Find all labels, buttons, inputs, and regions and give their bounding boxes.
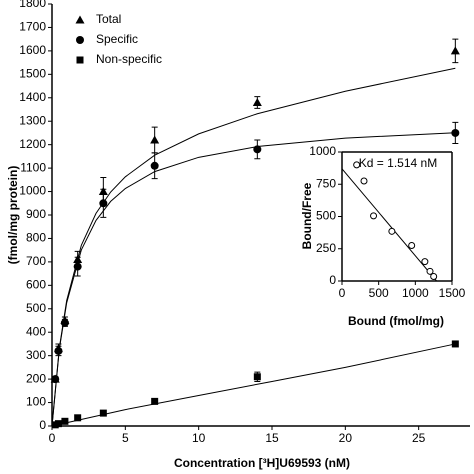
data-point [54,346,63,355]
legend-marker [76,36,84,44]
inset-y-axis-label: Bound/Free [300,182,314,249]
legend-label: Specific [96,32,138,46]
y-tick-label: 500 [316,209,336,223]
data-point [99,409,107,417]
y-tick-label: 250 [316,241,336,255]
y-tick-label: 1500 [19,67,46,81]
x-tick-label: 5 [122,431,129,445]
y-tick-label: 0 [329,273,336,287]
y-tick-label: 0 [39,418,46,432]
legend-marker [75,15,85,24]
data-point [451,128,460,137]
x-tick-label: 20 [339,431,353,445]
data-point [150,135,160,144]
y-tick-label: 1400 [19,90,46,104]
x-tick-label: 0 [49,431,56,445]
y-tick-label: 1300 [19,113,46,127]
y-tick-label: 100 [26,395,46,409]
y-tick-label: 1800 [19,0,46,10]
data-point [54,420,62,428]
y-tick-label: 1600 [19,43,46,57]
y-tick-label: 600 [26,278,46,292]
data-point [99,199,108,208]
x-tick-label: 1500 [439,286,466,300]
data-point [408,242,416,250]
data-point [61,417,69,425]
data-point [370,212,378,220]
data-point [360,177,368,185]
data-point [74,414,82,422]
y-tick-label: 900 [26,207,46,221]
y-tick-label: 500 [26,301,46,315]
x-tick-label: 1000 [402,286,429,300]
data-point [426,267,434,275]
inset-annotation: Kd = 1.514 nM [359,156,437,170]
y-tick-label: 1000 [19,184,46,198]
data-point [150,161,159,170]
data-point [430,272,438,280]
y-tick-label: 200 [26,371,46,385]
data-point [253,145,262,154]
fit-line [341,168,437,282]
y-tick-label: 700 [26,254,46,268]
data-point [450,46,460,55]
x-tick-label: 15 [265,431,279,445]
data-point [73,262,82,271]
y-axis-label: (fmol/mg protein) [6,166,20,265]
data-point [253,373,261,381]
data-point [60,318,69,327]
data-point [51,375,60,384]
data-point [421,258,429,266]
data-point [252,97,262,106]
x-tick-label: 25 [412,431,426,445]
y-tick-label: 1700 [19,20,46,34]
data-point [353,161,361,169]
fit-line [51,343,456,427]
fit-line [51,132,456,427]
y-tick-label: 1200 [19,137,46,151]
x-axis-label: Concentration [³H]U69593 (nM) [174,456,350,470]
data-point [151,397,159,405]
y-tick-label: 1000 [309,144,336,158]
inset-background [298,142,474,342]
y-tick-label: 400 [26,324,46,338]
data-point [388,227,396,235]
legend-marker [76,56,84,64]
legend-label: Non-specific [96,52,162,66]
y-tick-label: 300 [26,348,46,362]
y-tick-label: 1100 [20,160,46,174]
y-tick-label: 800 [26,231,46,245]
legend-label: Total [96,12,121,26]
x-tick-label: 0 [339,286,346,300]
y-tick-label: 750 [316,176,336,190]
x-tick-label: 500 [369,286,389,300]
data-point [451,340,459,348]
inset-x-axis-label: Bound (fmol/mg) [348,314,444,328]
x-tick-label: 10 [192,431,206,445]
